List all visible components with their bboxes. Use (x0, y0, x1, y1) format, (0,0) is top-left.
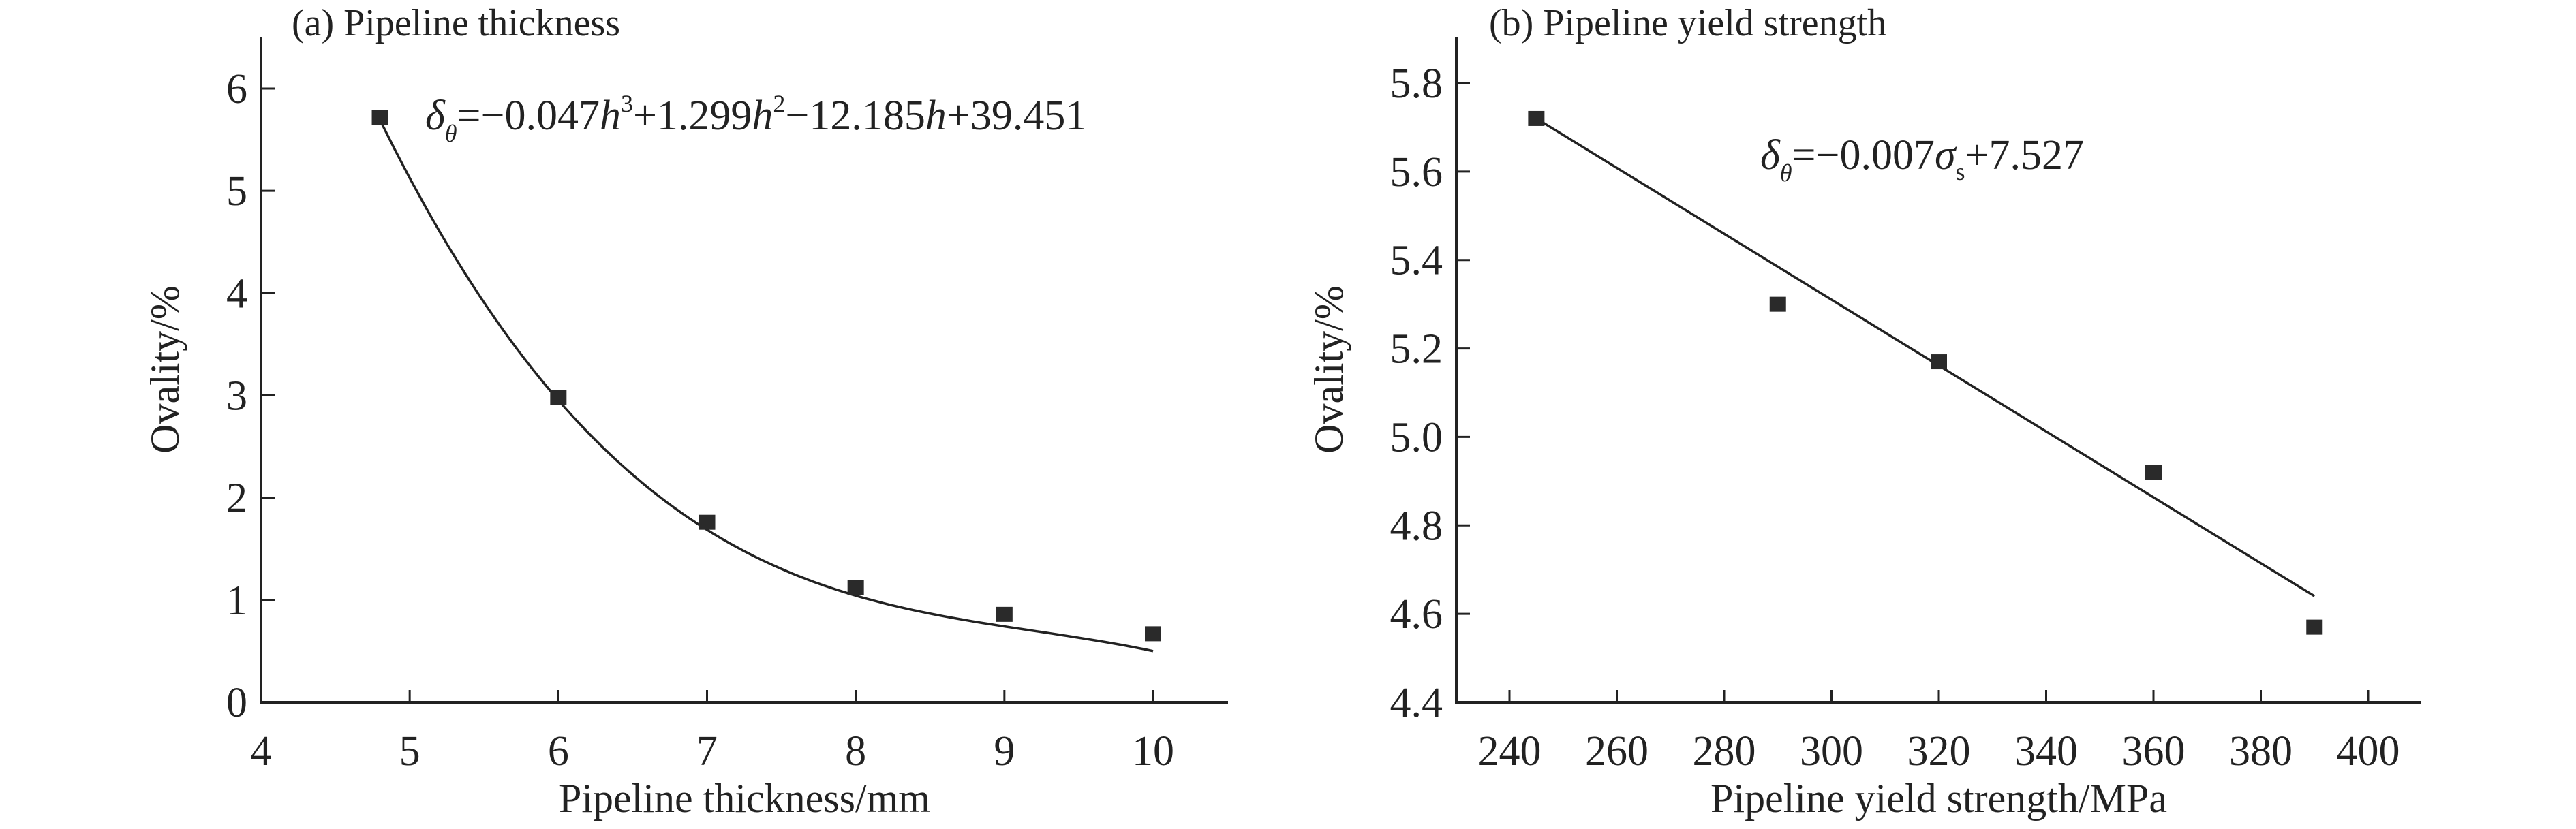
equation-term: +39.451 (947, 93, 1086, 139)
x-tick-label: 7 (696, 728, 718, 775)
equation-symbol: δ (1760, 132, 1781, 178)
equation-term: =−0.007 (1792, 132, 1935, 178)
x-tick-label: 10 (1132, 728, 1174, 775)
x-tick-label: 280 (1693, 728, 1756, 775)
x-tick-label: 400 (2337, 728, 2400, 775)
y-tick-label: 5 (226, 168, 247, 215)
chart-title: (b) Pipeline yield strength (1489, 2, 1886, 44)
x-tick-label: 300 (1800, 728, 1863, 775)
y-tick-label: 5.4 (1390, 238, 1443, 284)
y-tick-label: 4 (226, 270, 247, 317)
equation-variable: h (752, 93, 773, 139)
data-point (847, 580, 864, 595)
y-tick-label: 4.4 (1390, 680, 1443, 726)
y-tick-label: 5.6 (1390, 149, 1443, 195)
y-tick-label: 0 (226, 680, 247, 726)
equation-exponent: 2 (773, 90, 785, 117)
y-tick-label: 6 (226, 66, 247, 112)
equation-variable: h (600, 93, 621, 139)
x-tick-label: 240 (1478, 728, 1542, 775)
chart-panel-b: (b) Pipeline yield strength 240 260 280 300 3… (1306, 2, 2421, 821)
y-tick-label: 5.0 (1390, 414, 1443, 460)
y-tick-label: 5.8 (1390, 61, 1443, 107)
x-tick-label: 9 (994, 728, 1015, 775)
x-tick-label: 260 (1585, 728, 1649, 775)
data-point (699, 514, 716, 530)
equation-term: =−0.047 (457, 93, 600, 139)
y-axis-label: Ovality/% (142, 285, 187, 454)
equation-variable: σ (1935, 132, 1957, 178)
y-axis-label: Ovality/% (1306, 285, 1351, 454)
equation-term: +1.299 (633, 93, 752, 139)
x-axis-label: Pipeline thickness/mm (559, 776, 930, 821)
x-tick-label: 340 (2014, 728, 2078, 775)
data-point (996, 606, 1013, 622)
equation-subscript: s (1956, 158, 1965, 185)
equation-subscript: θ (445, 120, 457, 147)
y-tick-label: 3 (226, 373, 247, 420)
y-tick-label: 1 (226, 578, 247, 624)
x-tick-label: 4 (251, 728, 272, 775)
fit-line (378, 119, 1154, 653)
equation-exponent: 3 (621, 90, 633, 117)
data-point (1769, 296, 1786, 312)
data-point (2145, 465, 2162, 480)
y-tick-label: 4.6 (1390, 591, 1443, 638)
data-point (1145, 626, 1161, 642)
equation-subscript: θ (1780, 159, 1792, 187)
y-tick-label: 2 (226, 475, 247, 522)
x-tick-label: 360 (2122, 728, 2186, 775)
equation-term: +7.527 (1965, 132, 2084, 178)
y-tick-label: 5.2 (1390, 326, 1443, 373)
equation-symbol: δ (425, 93, 446, 139)
y-tick-label: 4.8 (1390, 503, 1443, 549)
data-point (1931, 354, 1947, 370)
data-point (550, 390, 567, 405)
x-tick-label: 5 (399, 728, 420, 775)
fit-equation: δθ=−0.007σs+7.527 (1760, 132, 2084, 187)
x-tick-label: 8 (845, 728, 866, 775)
x-axis-label: Pipeline yield strength/MPa (1711, 776, 2167, 821)
fit-equation: δθ=−0.047h3+1.299h2−12.185h+39.451 (425, 90, 1086, 147)
equation-term: −12.185 (785, 93, 925, 139)
x-tick-label: 320 (1907, 728, 1971, 775)
data-point (2306, 619, 2323, 635)
data-point (1528, 110, 1545, 126)
x-tick-label: 6 (548, 728, 569, 775)
x-tick-label: 380 (2229, 728, 2293, 775)
chart-title: (a) Pipeline thickness (292, 2, 620, 44)
fit-line (1535, 117, 2316, 597)
data-point (371, 110, 388, 125)
equation-variable: h (925, 93, 947, 139)
